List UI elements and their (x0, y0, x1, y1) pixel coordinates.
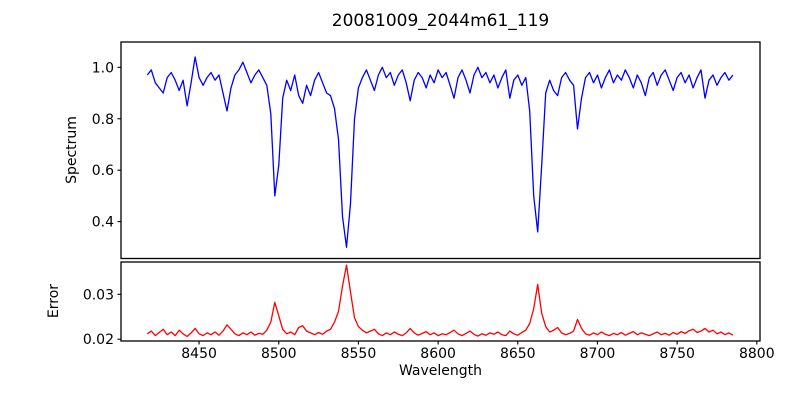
error-y-tick-label: 0.03 (83, 287, 114, 303)
spectrum-panel-border (120, 41, 761, 260)
x-tick-label: 8650 (500, 346, 536, 362)
x-tick-label: 8500 (261, 346, 297, 362)
spectrum-y-tick-label: 1.0 (92, 60, 114, 76)
x-tick-label: 8600 (420, 346, 456, 362)
x-tick-label: 8750 (659, 346, 695, 362)
spectrum-y-tick-label: 0.6 (92, 163, 114, 179)
spectrum-line (146, 56, 734, 248)
x-tick-label: 8800 (739, 346, 775, 362)
x-tick-label: 8550 (341, 346, 377, 362)
x-tick-label: 8700 (580, 346, 616, 362)
x-tick-label: 8450 (181, 346, 217, 362)
spectrum-y-tick-label: 0.8 (92, 112, 114, 128)
x-axis-label: Wavelength (398, 363, 483, 379)
error-line (146, 264, 734, 338)
error-panel-border (120, 261, 761, 342)
spectrum-y-tick-label: 0.4 (92, 215, 114, 231)
chart-title: 20081009_2044m61_119 (331, 11, 550, 31)
error-y-tick-label: 0.02 (83, 332, 114, 348)
